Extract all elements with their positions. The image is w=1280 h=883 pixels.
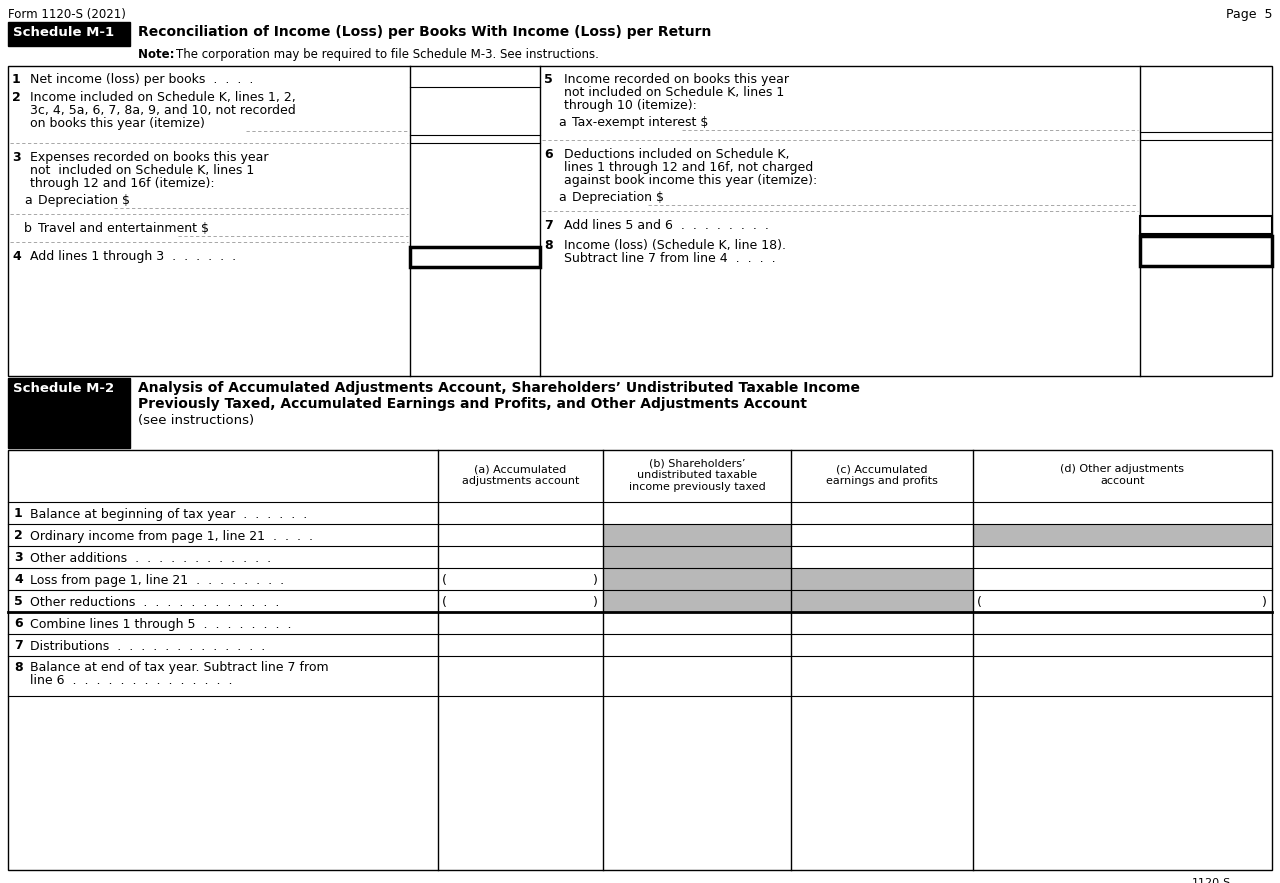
Text: undistributed taxable: undistributed taxable	[637, 470, 756, 480]
Text: 4: 4	[12, 250, 20, 263]
Text: Balance at end of tax year. Subtract line 7 from: Balance at end of tax year. Subtract lin…	[29, 661, 329, 674]
Text: income previously taxed: income previously taxed	[628, 482, 765, 492]
Text: (: (	[442, 574, 447, 587]
Text: Subtract line 7 from line 4  .  .  .  .: Subtract line 7 from line 4 . . . .	[564, 252, 776, 265]
Text: 3: 3	[12, 151, 20, 164]
Text: ): )	[593, 574, 598, 587]
Bar	[603, 590, 791, 612]
Text: ): )	[1262, 596, 1267, 609]
Text: Note:: Note:	[138, 48, 179, 61]
Bar	[973, 524, 1272, 546]
Text: 5: 5	[544, 73, 553, 86]
Text: 3c, 4, 5a, 6, 7, 8a, 9, and 10, not recorded: 3c, 4, 5a, 6, 7, 8a, 9, and 10, not reco…	[29, 104, 296, 117]
Text: b: b	[24, 222, 32, 235]
Text: Add lines 5 and 6  .  .  .  .  .  .  .  .: Add lines 5 and 6 . . . . . . . .	[564, 219, 769, 232]
Text: 3: 3	[14, 551, 23, 564]
Text: Reconciliation of Income (Loss) per Books With Income (Loss) per Return: Reconciliation of Income (Loss) per Book…	[138, 25, 712, 39]
Text: account: account	[1101, 476, 1144, 486]
Text: through 10 (itemize):: through 10 (itemize):	[564, 99, 696, 112]
Text: Combine lines 1 through 5  .  .  .  .  .  .  .  .: Combine lines 1 through 5 . . . . . . . …	[29, 618, 292, 631]
Text: Add lines 1 through 3  .  .  .  .  .  .: Add lines 1 through 3 . . . . . .	[29, 250, 236, 263]
Text: (: (	[442, 596, 447, 609]
Text: through 12 and 16f (itemize):: through 12 and 16f (itemize):	[29, 177, 215, 190]
Text: (c) Accumulated: (c) Accumulated	[836, 464, 928, 474]
Bar	[8, 22, 131, 46]
Text: Loss from page 1, line 21  .  .  .  .  .  .  .  .: Loss from page 1, line 21 . . . . . . . …	[29, 574, 284, 587]
Text: 1: 1	[12, 73, 20, 86]
Text: The corporation may be required to file Schedule M-3. See instructions.: The corporation may be required to file …	[177, 48, 599, 61]
Text: Distributions  .  .  .  .  .  .  .  .  .  .  .  .  .: Distributions . . . . . . . . . . . . .	[29, 640, 265, 653]
Text: Income included on Schedule K, lines 1, 2,: Income included on Schedule K, lines 1, …	[29, 91, 296, 104]
Text: (b) Shareholders’: (b) Shareholders’	[649, 458, 745, 468]
Bar	[603, 568, 791, 590]
Text: Travel and entertainment $: Travel and entertainment $	[38, 222, 209, 235]
Text: Other reductions  .  .  .  .  .  .  .  .  .  .  .  .: Other reductions . . . . . . . . . . . .	[29, 596, 279, 609]
Text: Income recorded on books this year: Income recorded on books this year	[564, 73, 788, 86]
Bar	[603, 546, 791, 568]
Text: Depreciation $: Depreciation $	[572, 191, 664, 204]
Text: adjustments account: adjustments account	[462, 476, 579, 486]
Text: Depreciation $: Depreciation $	[38, 194, 131, 207]
Text: Schedule M-2: Schedule M-2	[13, 382, 114, 395]
Text: 4: 4	[14, 573, 23, 586]
Text: against book income this year (itemize):: against book income this year (itemize):	[564, 174, 817, 187]
Bar	[8, 450, 1272, 870]
Text: a: a	[558, 191, 566, 204]
Text: earnings and profits: earnings and profits	[826, 476, 938, 486]
Text: on books this year (itemize): on books this year (itemize)	[29, 117, 205, 130]
Text: a: a	[558, 116, 566, 129]
Text: ): )	[593, 596, 598, 609]
Text: Other additions  .  .  .  .  .  .  .  .  .  .  .  .: Other additions . . . . . . . . . . . .	[29, 552, 271, 565]
Text: Tax-exempt interest $: Tax-exempt interest $	[572, 116, 708, 129]
Bar	[410, 247, 540, 267]
Text: 7: 7	[544, 219, 553, 232]
Text: Net income (loss) per books  .  .  .  .: Net income (loss) per books . . . .	[29, 73, 253, 86]
Text: Balance at beginning of tax year  .  .  .  .  .  .: Balance at beginning of tax year . . . .…	[29, 508, 307, 521]
Text: (a) Accumulated: (a) Accumulated	[475, 464, 567, 474]
Text: 1: 1	[14, 507, 23, 520]
Text: 1120-S: 1120-S	[1192, 878, 1231, 883]
Bar	[1140, 216, 1272, 234]
Text: 8: 8	[14, 661, 23, 674]
Bar	[791, 568, 973, 590]
Text: 8: 8	[544, 239, 553, 252]
Text: (see instructions): (see instructions)	[138, 414, 255, 427]
Text: lines 1 through 12 and 16f, not charged: lines 1 through 12 and 16f, not charged	[564, 161, 813, 174]
Text: not included on Schedule K, lines 1: not included on Schedule K, lines 1	[564, 86, 785, 99]
Text: Schedule M-1: Schedule M-1	[13, 26, 114, 39]
Bar	[791, 590, 973, 612]
Bar	[8, 66, 1272, 376]
Text: 6: 6	[544, 148, 553, 161]
Text: (: (	[977, 596, 982, 609]
Text: Form 1120-S (2021): Form 1120-S (2021)	[8, 8, 125, 21]
Text: 2: 2	[14, 529, 23, 542]
Text: Income (loss) (Schedule K, line 18).: Income (loss) (Schedule K, line 18).	[564, 239, 786, 252]
Text: (d) Other adjustments: (d) Other adjustments	[1061, 464, 1184, 474]
Bar	[1140, 236, 1272, 266]
Text: 2: 2	[12, 91, 20, 104]
Text: line 6  .  .  .  .  .  .  .  .  .  .  .  .  .  .: line 6 . . . . . . . . . . . . . .	[29, 674, 233, 687]
Bar	[8, 378, 131, 448]
Text: Page  5: Page 5	[1225, 8, 1272, 21]
Text: a: a	[24, 194, 32, 207]
Text: 7: 7	[14, 639, 23, 652]
Text: Analysis of Accumulated Adjustments Account, Shareholders’ Undistributed Taxable: Analysis of Accumulated Adjustments Acco…	[138, 381, 860, 395]
Text: not  included on Schedule K, lines 1: not included on Schedule K, lines 1	[29, 164, 255, 177]
Bar	[603, 524, 791, 546]
Text: Deductions included on Schedule K,: Deductions included on Schedule K,	[564, 148, 790, 161]
Text: Previously Taxed, Accumulated Earnings and Profits, and Other Adjustments Accoun: Previously Taxed, Accumulated Earnings a…	[138, 397, 806, 411]
Text: Ordinary income from page 1, line 21  .  .  .  .: Ordinary income from page 1, line 21 . .…	[29, 530, 314, 543]
Text: Expenses recorded on books this year: Expenses recorded on books this year	[29, 151, 269, 164]
Text: 5: 5	[14, 595, 23, 608]
Text: 6: 6	[14, 617, 23, 630]
